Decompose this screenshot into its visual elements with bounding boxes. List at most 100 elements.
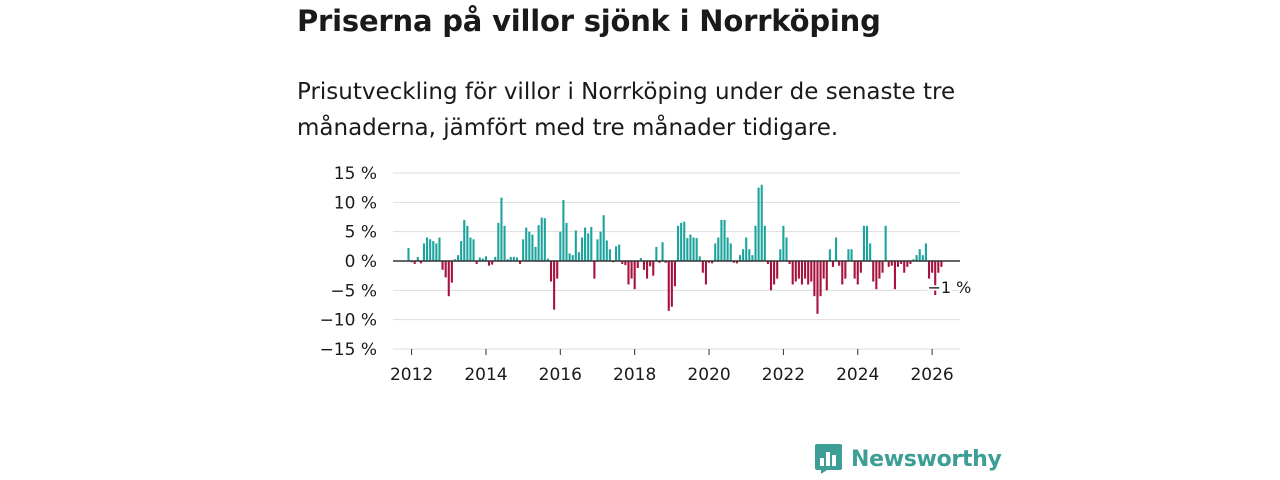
bar — [782, 225, 785, 261]
bar — [599, 231, 602, 261]
bar — [844, 261, 847, 279]
bar — [893, 261, 896, 290]
bar — [773, 261, 776, 285]
bar — [937, 261, 940, 273]
bar — [903, 261, 906, 273]
bar — [661, 242, 664, 261]
x-tick-label: 2016 — [539, 365, 582, 385]
bar — [649, 261, 652, 267]
bar — [683, 221, 686, 261]
bar — [658, 261, 661, 263]
bar — [574, 230, 577, 261]
bar — [664, 261, 667, 263]
bar — [571, 255, 574, 261]
bar — [522, 239, 525, 261]
bar — [869, 243, 872, 261]
bar — [738, 255, 742, 261]
bar — [686, 238, 689, 261]
bar — [580, 237, 584, 261]
bar — [754, 225, 757, 261]
y-tick-label: −5 % — [330, 281, 377, 301]
bar — [769, 261, 773, 291]
bar — [896, 261, 900, 267]
bar — [605, 240, 608, 261]
bar — [785, 237, 788, 261]
bar — [931, 261, 934, 273]
bar — [593, 261, 596, 279]
bar — [720, 219, 723, 261]
bar — [540, 217, 543, 261]
bar — [800, 261, 804, 285]
bar — [534, 246, 537, 261]
bar — [729, 243, 732, 261]
bar — [692, 237, 695, 261]
bar — [478, 257, 481, 261]
y-tick-label: 10 % — [334, 193, 377, 213]
brand-name: Newsworthy — [851, 446, 1002, 472]
bar — [624, 261, 627, 266]
bar — [766, 261, 769, 264]
x-tick-label: 2026 — [910, 365, 953, 385]
bar — [704, 261, 707, 285]
bar — [488, 261, 491, 266]
bar — [426, 237, 429, 261]
bar — [757, 187, 760, 261]
bar — [711, 261, 714, 264]
bar — [608, 249, 611, 261]
bar — [794, 261, 797, 282]
chart-subtitle: Prisutveckling för villor i Norrköping u… — [297, 79, 956, 141]
bar — [742, 249, 745, 261]
bar — [906, 261, 909, 267]
bar — [912, 259, 915, 261]
bar — [810, 261, 813, 282]
bar — [881, 261, 884, 273]
bar — [921, 255, 924, 261]
newsworthy-logo: Newsworthy — [815, 444, 1002, 474]
bar — [627, 261, 630, 285]
bar — [590, 226, 593, 261]
bar — [475, 261, 478, 264]
bar — [735, 261, 738, 264]
chart-title: Priserna på villor sjönk i Norrköping — [297, 4, 881, 38]
bar — [596, 239, 599, 261]
bar — [630, 261, 633, 279]
x-tick-label: 2018 — [613, 365, 656, 385]
bar — [804, 261, 807, 279]
bar — [934, 261, 937, 296]
y-tick-label: 15 % — [334, 164, 377, 184]
bar — [732, 261, 735, 263]
newsworthy-icon — [815, 444, 842, 474]
bar — [847, 249, 850, 261]
bar — [884, 225, 887, 261]
bar — [680, 222, 683, 261]
bar — [819, 261, 822, 297]
bar — [525, 227, 528, 261]
bar — [726, 237, 729, 261]
bar — [531, 234, 534, 261]
x-tick-label: 2012 — [390, 365, 433, 385]
bar — [568, 253, 571, 261]
bar — [453, 259, 457, 261]
bar — [642, 261, 646, 270]
bar — [887, 261, 890, 267]
bar — [639, 258, 642, 261]
bar — [602, 215, 605, 261]
bar — [515, 257, 518, 261]
bar — [481, 258, 484, 261]
bar — [673, 261, 676, 287]
bar — [584, 227, 587, 261]
bar — [859, 261, 862, 273]
bar — [835, 237, 838, 261]
bar — [646, 261, 649, 279]
bar — [838, 261, 841, 266]
bar — [850, 249, 853, 261]
bar — [788, 261, 791, 264]
bar — [900, 261, 903, 264]
bar — [927, 261, 931, 279]
bar — [556, 261, 559, 279]
bar — [940, 261, 943, 267]
bar — [497, 222, 500, 261]
bar — [723, 219, 726, 261]
bar — [491, 261, 494, 265]
bar — [618, 244, 621, 261]
